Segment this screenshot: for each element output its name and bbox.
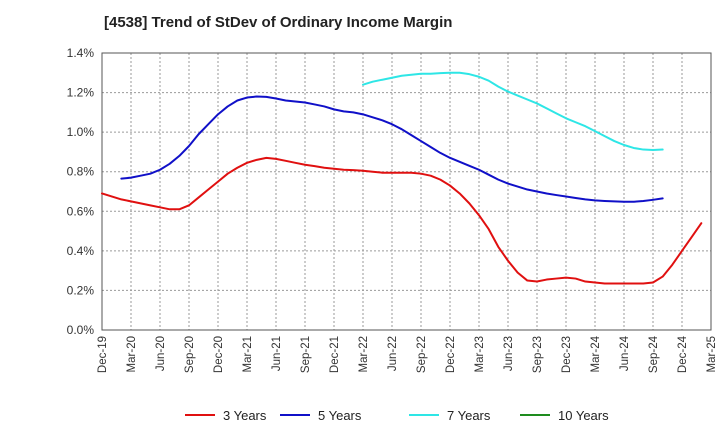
legend-item-5-years: 5 Years <box>280 408 362 423</box>
legend: 3 Years 5 Years 7 Years 10 Years <box>185 408 609 423</box>
legend-label: 7 Years <box>447 408 491 423</box>
x-tick-label: Dec-24 <box>677 335 689 373</box>
legend-item-7-years: 7 Years <box>409 408 491 423</box>
y-tick-label: 0.8% <box>67 165 95 179</box>
x-tick-label: Sep-20 <box>184 336 196 373</box>
x-tick-label: Mar-24 <box>590 335 602 372</box>
chart-title: [4538] Trend of StDev of Ordinary Income… <box>104 14 453 31</box>
series-line-3-years <box>101 156 703 285</box>
x-tick-label: Dec-20 <box>213 336 225 373</box>
y-tick-label: 0.4% <box>67 244 95 258</box>
plot-background <box>102 53 711 330</box>
x-tick-label: Dec-21 <box>329 336 341 373</box>
x-tick-label: Dec-22 <box>445 336 457 373</box>
legend-label: 5 Years <box>318 408 362 423</box>
legend-item-10-years: 10 Years <box>520 408 609 423</box>
y-tick-label: 0.2% <box>67 283 95 297</box>
x-tick-label: Sep-22 <box>416 336 428 373</box>
x-tick-label: Mar-20 <box>126 336 138 372</box>
x-tick-label: Jun-22 <box>387 336 399 371</box>
y-tick-label: 1.0% <box>67 125 95 139</box>
x-tick-label: Jun-23 <box>503 336 515 371</box>
legend-label: 3 Years <box>223 408 267 423</box>
x-tick-label: Jun-20 <box>155 336 167 371</box>
x-tick-label: Dec-19 <box>97 336 109 373</box>
x-tick-label: Jun-24 <box>619 335 631 371</box>
x-tick-label: Mar-22 <box>358 336 370 372</box>
x-tick-label: Dec-23 <box>561 336 573 373</box>
y-tick-label: 0.0% <box>67 323 95 337</box>
legend-label: 10 Years <box>558 408 609 423</box>
y-tick-label: 1.2% <box>67 86 95 100</box>
y-tick-label: 1.4% <box>67 46 95 60</box>
plot-border <box>101 52 712 331</box>
x-tick-label: Sep-24 <box>648 335 660 373</box>
x-tick-label: Mar-21 <box>242 336 254 372</box>
x-tick-label: Mar-25 <box>706 336 718 372</box>
x-tick-label: Mar-23 <box>474 336 486 372</box>
legend-item-3-years: 3 Years <box>185 408 267 423</box>
plot-area: 0.0% 0.2% 0.4% 0.6% 0.8% 1.0% 1.2% 1.4% Dec-19 Ma… <box>67 46 718 373</box>
series-line-5-years <box>120 95 664 203</box>
x-tick-label: Jun-21 <box>271 336 283 371</box>
series-line-7-years <box>362 71 664 151</box>
x-tick-label: Sep-23 <box>532 336 544 373</box>
y-tick-label: 0.6% <box>67 204 95 218</box>
x-tick-label: Sep-21 <box>300 336 312 373</box>
